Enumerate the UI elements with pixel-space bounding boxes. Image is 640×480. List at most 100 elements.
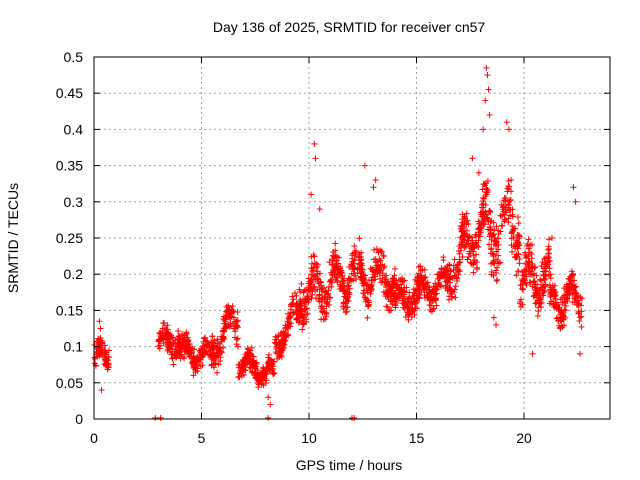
data-point bbox=[406, 309, 413, 316]
data-point bbox=[400, 277, 407, 284]
data-point bbox=[358, 270, 365, 277]
data-point bbox=[329, 256, 336, 263]
data-point bbox=[377, 257, 384, 264]
data-point bbox=[370, 184, 377, 191]
data-point bbox=[515, 232, 522, 239]
data-point bbox=[373, 245, 380, 252]
x-tick-label: 0 bbox=[90, 430, 98, 446]
data-point bbox=[529, 263, 536, 270]
data-point bbox=[377, 247, 384, 254]
data-point bbox=[298, 317, 305, 324]
data-point bbox=[568, 268, 575, 275]
x-tick-label: 10 bbox=[301, 430, 317, 446]
data-point bbox=[334, 277, 341, 284]
data-point bbox=[376, 267, 383, 274]
data-point bbox=[99, 348, 106, 355]
data-point bbox=[323, 300, 330, 307]
data-point bbox=[453, 274, 460, 281]
data-point bbox=[548, 235, 555, 241]
data-point bbox=[509, 206, 516, 213]
data-point bbox=[490, 251, 497, 258]
data-point bbox=[175, 328, 182, 335]
data-point bbox=[266, 367, 273, 374]
data-point bbox=[432, 291, 439, 298]
data-point bbox=[517, 300, 524, 307]
data-point bbox=[357, 257, 364, 264]
data-point bbox=[361, 162, 368, 169]
data-point bbox=[238, 362, 245, 369]
data-point bbox=[199, 362, 206, 369]
data-point bbox=[389, 278, 396, 285]
data-point bbox=[201, 335, 208, 342]
data-point bbox=[404, 304, 411, 311]
data-point bbox=[559, 310, 566, 317]
data-point bbox=[210, 339, 217, 346]
data-point bbox=[488, 260, 495, 267]
data-point bbox=[221, 320, 228, 327]
data-point bbox=[359, 266, 366, 273]
data-point bbox=[507, 197, 514, 204]
data-point bbox=[459, 219, 466, 226]
data-point bbox=[415, 263, 422, 270]
data-point bbox=[264, 366, 271, 373]
data-point bbox=[302, 296, 309, 303]
data-point bbox=[360, 287, 367, 294]
data-point bbox=[495, 260, 502, 267]
data-point bbox=[489, 250, 496, 257]
data-point bbox=[320, 316, 327, 323]
data-point bbox=[438, 272, 445, 279]
data-point bbox=[286, 315, 293, 322]
data-point bbox=[493, 223, 500, 230]
data-point bbox=[490, 314, 497, 321]
data-point bbox=[293, 300, 300, 307]
data-point bbox=[311, 253, 318, 260]
data-point bbox=[223, 303, 230, 310]
data-point bbox=[346, 289, 353, 296]
data-point bbox=[337, 281, 344, 288]
data-point bbox=[451, 256, 458, 263]
data-point bbox=[249, 360, 256, 367]
data-point bbox=[356, 235, 363, 242]
data-point bbox=[433, 302, 440, 309]
data-point bbox=[470, 269, 477, 276]
data-point bbox=[351, 272, 358, 279]
data-point bbox=[192, 361, 199, 368]
data-point bbox=[456, 259, 463, 266]
data-point bbox=[356, 253, 363, 260]
data-point bbox=[396, 277, 403, 284]
data-point bbox=[352, 249, 359, 256]
data-point bbox=[576, 350, 583, 357]
data-point bbox=[519, 276, 526, 283]
data-point bbox=[173, 354, 180, 361]
data-point bbox=[319, 302, 326, 309]
data-point bbox=[570, 284, 577, 291]
data-point bbox=[466, 233, 473, 240]
data-point bbox=[242, 367, 249, 374]
data-point bbox=[490, 219, 497, 226]
data-point bbox=[98, 387, 105, 394]
data-point bbox=[297, 312, 304, 319]
data-points bbox=[91, 64, 585, 421]
data-point bbox=[540, 289, 547, 296]
data-point bbox=[486, 224, 493, 231]
data-point bbox=[185, 341, 192, 348]
data-point bbox=[236, 373, 243, 380]
data-point bbox=[383, 303, 390, 310]
data-point bbox=[421, 274, 428, 281]
data-point bbox=[340, 300, 347, 307]
data-point bbox=[501, 218, 508, 225]
data-point bbox=[538, 284, 545, 291]
data-point bbox=[497, 259, 504, 266]
data-point bbox=[229, 303, 236, 310]
data-point bbox=[157, 414, 164, 421]
data-point bbox=[321, 309, 328, 316]
data-point bbox=[301, 303, 308, 310]
data-point bbox=[214, 369, 221, 376]
data-point bbox=[289, 301, 296, 308]
data-point bbox=[486, 241, 493, 248]
data-point bbox=[182, 348, 189, 355]
data-point bbox=[399, 278, 406, 285]
data-point bbox=[522, 260, 529, 267]
data-point bbox=[310, 267, 317, 274]
data-point bbox=[265, 394, 272, 401]
